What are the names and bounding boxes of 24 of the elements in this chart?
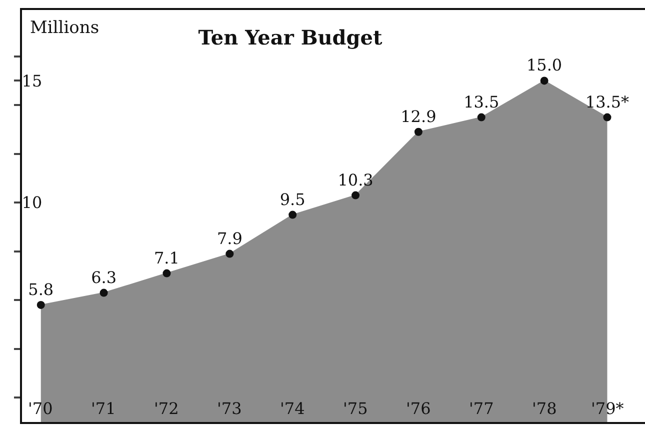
data-label: 13.5* [585, 92, 630, 112]
x-tick-label: '74 [280, 399, 305, 418]
x-tick-label: '79* [591, 399, 624, 418]
x-tick-label: '71 [91, 399, 116, 418]
x-tick-label: '72 [154, 399, 179, 418]
data-label: 15.0 [526, 56, 562, 75]
x-tick-label: '70 [28, 399, 53, 418]
x-tick-label: '78 [532, 399, 557, 418]
data-label: 9.5 [280, 190, 306, 209]
data-label: 12.9 [400, 106, 436, 126]
x-tick-label: '73 [217, 399, 242, 418]
data-label: 13.5 [464, 92, 500, 112]
y-tick-label: 15 [22, 71, 42, 90]
data-label: 7.1 [154, 248, 180, 268]
data-label: 5.8 [28, 280, 54, 299]
x-tick-label: '76 [406, 399, 431, 418]
data-label: 6.3 [91, 268, 117, 287]
data-label: 10.3 [338, 170, 374, 190]
x-tick-label: '75 [343, 399, 368, 418]
x-tick-label: '77 [469, 399, 494, 418]
y-tick-label: 10 [22, 193, 42, 212]
text: Ten Year Budget [198, 25, 383, 50]
y-axis-title: Millions [30, 18, 100, 38]
data-label: 7.9 [216, 228, 242, 248]
